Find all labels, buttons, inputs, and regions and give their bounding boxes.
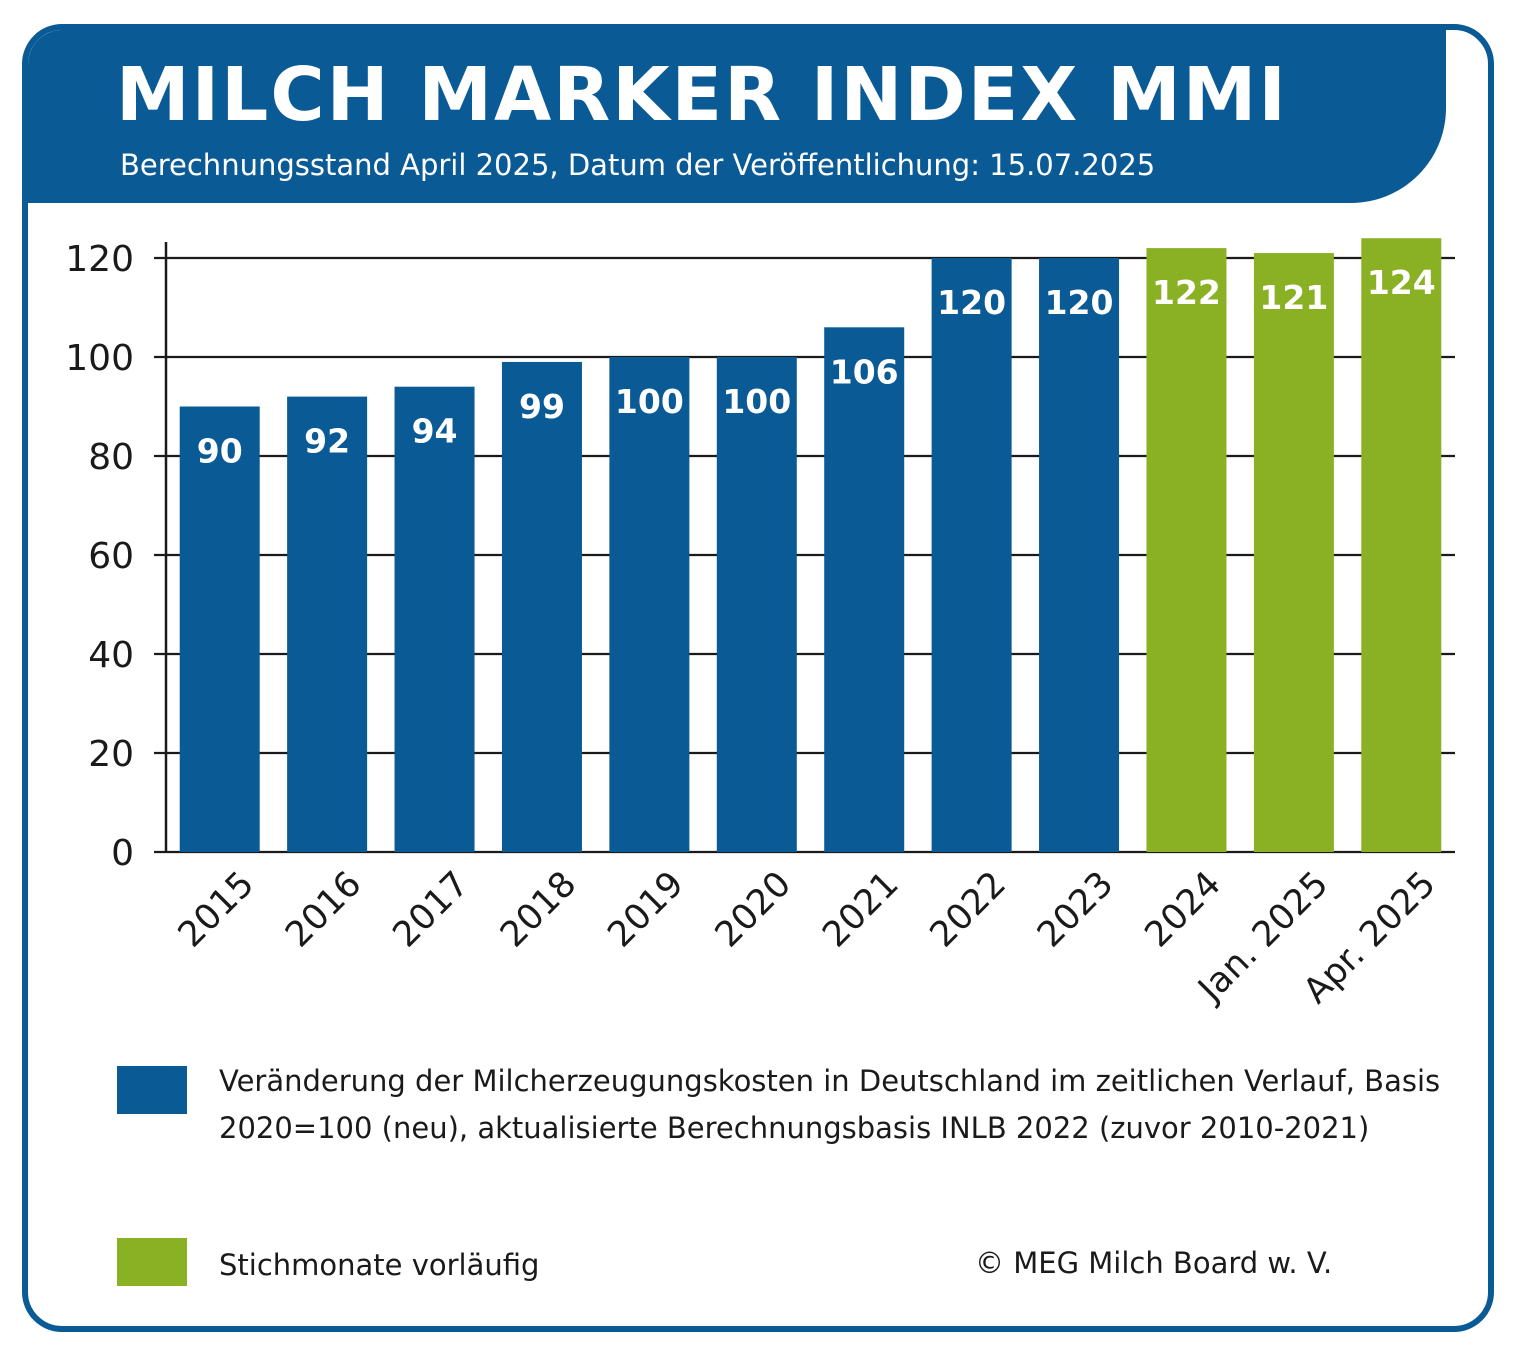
y-tick-label: 60 bbox=[88, 536, 134, 577]
bar-value-label: 120 bbox=[1045, 283, 1114, 322]
bar bbox=[609, 357, 690, 852]
x-tick-label: 2020 bbox=[708, 864, 799, 955]
legend-swatch-final bbox=[117, 1066, 187, 1114]
bar-value-label: 120 bbox=[937, 283, 1006, 322]
bar bbox=[1253, 253, 1334, 853]
bar-value-label: 100 bbox=[722, 382, 791, 421]
y-tick-label: 80 bbox=[88, 437, 134, 478]
bar bbox=[287, 396, 368, 852]
bar bbox=[501, 361, 582, 852]
bar bbox=[1039, 258, 1120, 852]
bar-value-label: 99 bbox=[519, 387, 565, 426]
chart-subtitle: Berechnungsstand April 2025, Datum der V… bbox=[120, 148, 1156, 182]
bar bbox=[179, 406, 260, 852]
bar bbox=[394, 386, 475, 852]
y-tick-label: 100 bbox=[65, 338, 134, 379]
chart-title: MILCH MARKER INDEX MMI bbox=[116, 52, 1288, 138]
legend-text-final: Veränderung der Milcherzeugungskosten in… bbox=[219, 1064, 1441, 1145]
legend-swatch-provisional bbox=[117, 1238, 187, 1286]
bar-value-label: 92 bbox=[304, 422, 350, 461]
chart-frame: MILCH MARKER INDEX MMI Berechnungsstand … bbox=[22, 24, 1494, 1332]
x-tick-label: 2016 bbox=[278, 864, 369, 955]
bar-value-label: 124 bbox=[1367, 263, 1436, 302]
y-tick-label: 0 bbox=[111, 833, 134, 874]
bar-value-label: 121 bbox=[1259, 278, 1328, 317]
x-tick-label: 2018 bbox=[493, 864, 584, 955]
bar bbox=[824, 327, 905, 852]
x-tick-label: 2024 bbox=[1138, 864, 1229, 955]
bar bbox=[716, 357, 797, 852]
bar bbox=[1361, 238, 1442, 852]
bar-value-label: 106 bbox=[830, 352, 899, 391]
copyright: © MEG Milch Board w. V. bbox=[975, 1246, 1333, 1280]
x-tick-label: 2023 bbox=[1030, 864, 1121, 955]
x-tick-label: 2019 bbox=[600, 864, 691, 955]
bar-value-label: 122 bbox=[1152, 273, 1221, 312]
x-tick-label: 2022 bbox=[923, 864, 1014, 955]
x-tick-label: 2021 bbox=[815, 864, 906, 955]
legend-text-provisional: Stichmonate vorläufig bbox=[219, 1248, 540, 1282]
bar-value-label: 94 bbox=[412, 412, 458, 451]
bar-value-label: 100 bbox=[615, 382, 684, 421]
bar bbox=[1146, 248, 1227, 853]
x-tick-label: 2017 bbox=[386, 864, 477, 955]
y-tick-label: 40 bbox=[88, 635, 134, 676]
bar-value-label: 90 bbox=[197, 432, 243, 471]
bar bbox=[931, 258, 1012, 852]
x-tick-label: 2015 bbox=[171, 864, 262, 955]
y-tick-label: 120 bbox=[65, 239, 134, 280]
header-band: MILCH MARKER INDEX MMI Berechnungsstand … bbox=[28, 30, 1446, 203]
y-tick-label: 20 bbox=[88, 734, 134, 775]
